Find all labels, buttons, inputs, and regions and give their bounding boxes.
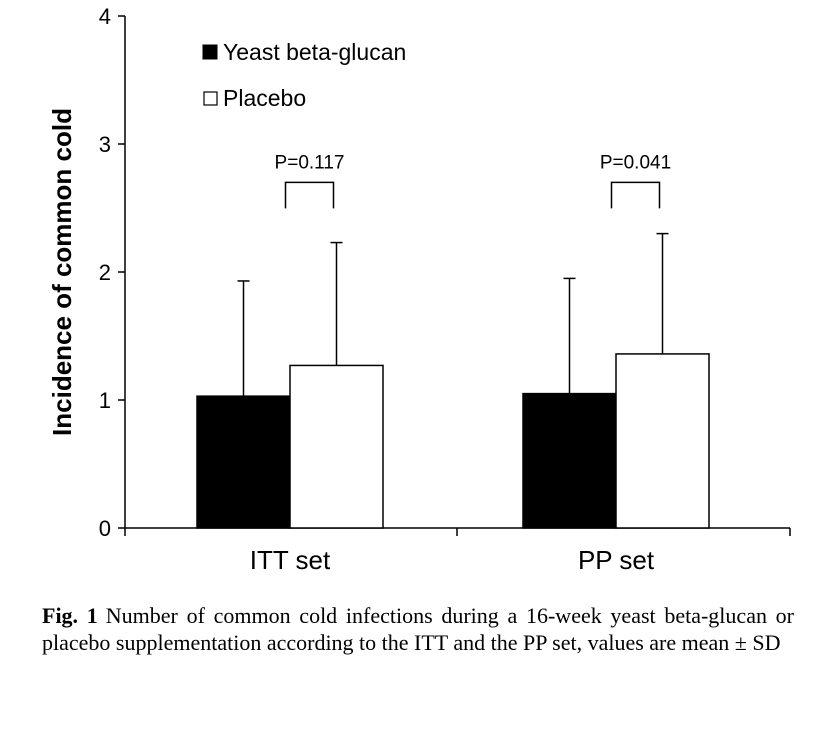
legend-label-yeast: Yeast beta-glucan	[223, 39, 406, 65]
bar-yeast	[196, 395, 291, 529]
y-tick-label: 0	[99, 516, 111, 541]
significance-bracket	[610, 181, 661, 209]
bar-placebo	[289, 364, 384, 529]
bar-chart: 0 1 2 3 4 ITT set PP set P=0.117 P=0.041 Yeast…	[47, 4, 791, 575]
y-axis-label: Incidence of common cold	[47, 108, 77, 436]
legend-label-placebo: Placebo	[223, 85, 306, 111]
legend-swatch-placebo	[203, 91, 218, 106]
p-value-label: P=0.117	[275, 152, 345, 173]
legend-swatch-yeast	[202, 44, 218, 60]
bar-yeast	[522, 392, 617, 529]
y-tick-label: 3	[99, 132, 111, 157]
caption-text: Number of common cold infections during …	[42, 603, 794, 655]
bar-placebo	[615, 353, 710, 529]
caption-label: Fig. 1	[42, 603, 98, 628]
y-tick-label: 2	[99, 260, 111, 285]
x-category-label: PP set	[578, 545, 655, 575]
y-tick-label: 4	[99, 4, 111, 29]
y-tick-label: 1	[99, 388, 111, 413]
x-category-label: ITT set	[250, 545, 331, 575]
p-value-label: P=0.041	[600, 152, 671, 173]
figure-caption: Fig. 1 Number of common cold infections d…	[42, 602, 794, 656]
significance-bracket	[284, 181, 335, 209]
